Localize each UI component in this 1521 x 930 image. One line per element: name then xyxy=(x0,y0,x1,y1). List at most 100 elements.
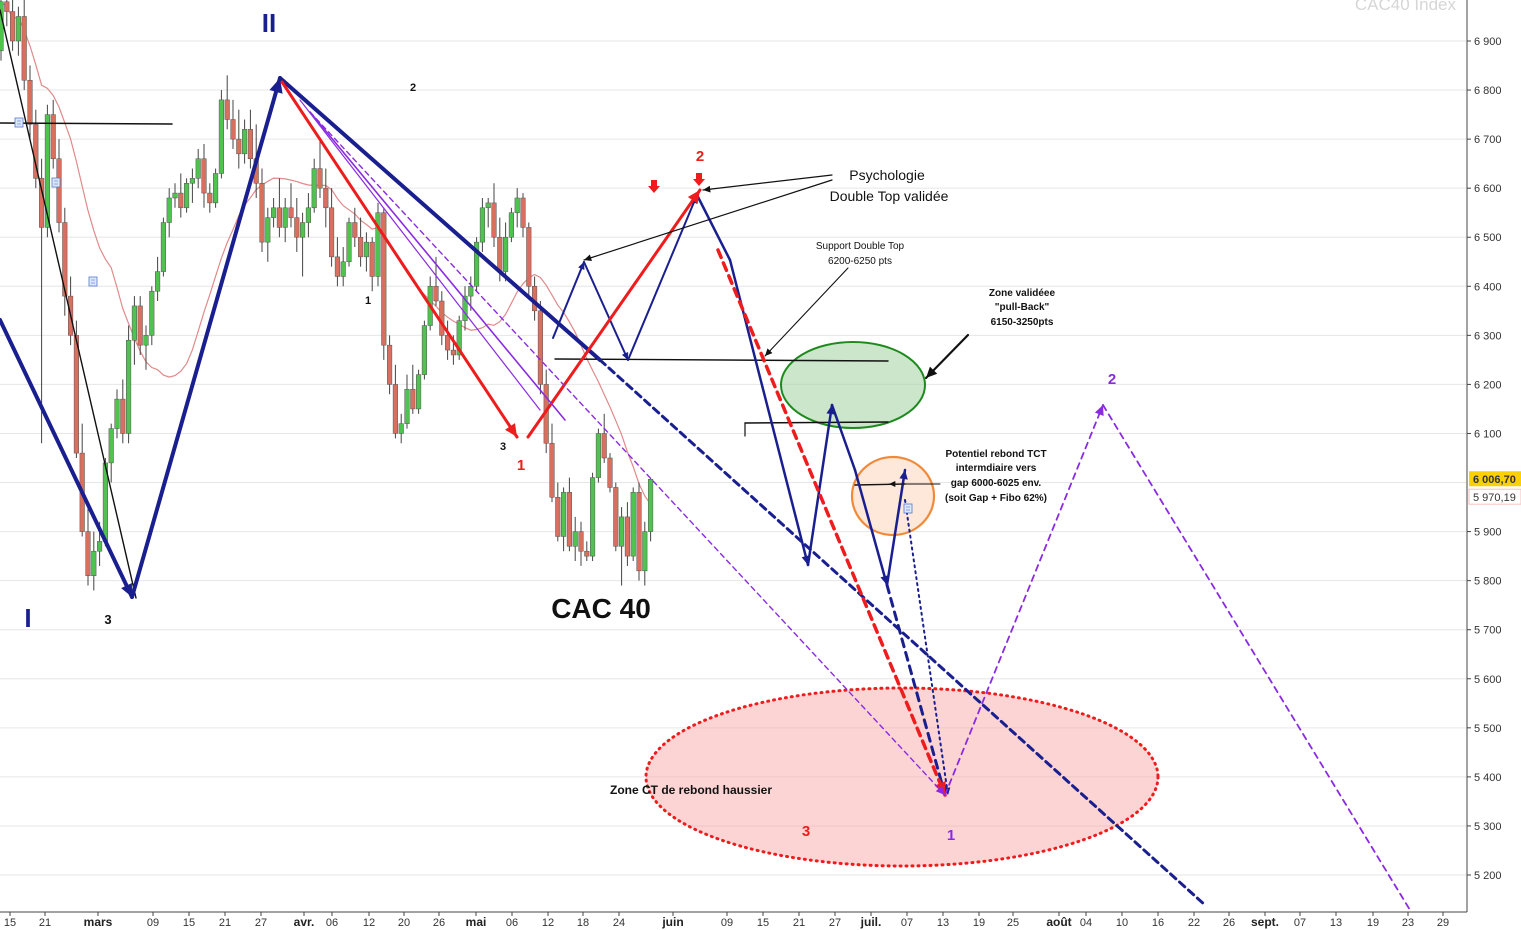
x-tick-label: 26 xyxy=(1223,917,1235,929)
candle-body xyxy=(398,423,404,434)
wave-label-3-black: 3 xyxy=(104,612,111,627)
x-tick-label: 27 xyxy=(829,917,841,929)
candle-body xyxy=(73,335,79,454)
candle-body xyxy=(155,271,161,292)
candle xyxy=(456,315,462,360)
candle xyxy=(363,232,369,272)
candle xyxy=(50,99,56,169)
candle-body xyxy=(352,222,358,238)
wave-label-3-black-small: 3 xyxy=(500,441,506,453)
candle xyxy=(218,90,224,179)
x-tick-label: 12 xyxy=(363,917,375,929)
psych-pointer-1 xyxy=(702,174,833,191)
candle xyxy=(230,99,236,149)
candle-body xyxy=(416,374,422,410)
candle-body xyxy=(566,492,572,547)
x-tick-label: 06 xyxy=(326,917,338,929)
candle-body xyxy=(271,207,277,218)
annotation-zone-ct: Zone CT de rebond haussier xyxy=(610,783,772,797)
candle xyxy=(462,286,468,331)
candle xyxy=(155,256,161,302)
x-month-label: sept. xyxy=(1251,915,1279,929)
candle xyxy=(387,335,393,395)
candle-body xyxy=(456,320,462,356)
candle-body xyxy=(178,192,184,209)
x-tick-label: 13 xyxy=(937,917,949,929)
candle-body xyxy=(247,129,253,159)
y-axis-panel xyxy=(1467,0,1521,930)
x-tick-label: 19 xyxy=(973,917,985,929)
candle-body xyxy=(636,492,642,572)
candle-body xyxy=(259,183,265,243)
x-tick-label: 19 xyxy=(1367,917,1379,929)
annotation-zone-range: 6150-3250pts xyxy=(991,317,1054,328)
blue-zig-8 xyxy=(853,468,889,587)
candle-body xyxy=(62,222,68,297)
candle-body xyxy=(607,457,613,488)
blue-zig-3 xyxy=(627,194,698,361)
potentiel-pointer-head xyxy=(889,481,896,487)
candle-body xyxy=(305,207,311,223)
candle-body xyxy=(317,168,323,189)
chart-title: CAC 40 xyxy=(551,593,651,624)
candle xyxy=(346,217,352,267)
note-icon-body xyxy=(903,503,913,514)
candle-body xyxy=(294,217,300,238)
y-tick-label: 5 700 xyxy=(1474,625,1502,637)
x-tick-label: 09 xyxy=(147,917,159,929)
candle xyxy=(149,286,155,346)
candle xyxy=(404,374,410,429)
purple-projection-up xyxy=(944,404,1104,796)
candle-body xyxy=(276,207,282,228)
candle xyxy=(114,389,120,439)
candle-body xyxy=(195,158,201,179)
candle xyxy=(189,168,195,203)
wave-label-i: I xyxy=(24,603,31,633)
candle-body xyxy=(468,286,474,297)
candle-body xyxy=(450,349,456,356)
psych-pointer-2-head xyxy=(584,254,592,262)
candle xyxy=(27,65,33,140)
last-price-label: 6 006,70 xyxy=(1473,474,1516,486)
candle-body xyxy=(265,217,271,243)
candle-body xyxy=(56,158,62,223)
candle-body xyxy=(381,212,387,346)
candle xyxy=(416,369,422,414)
candle-body xyxy=(108,428,114,464)
candle-body xyxy=(572,531,578,547)
candle xyxy=(4,0,10,27)
note-icon-body xyxy=(88,276,98,287)
candle-body xyxy=(392,384,398,434)
candle xyxy=(329,188,335,267)
candle xyxy=(247,109,253,169)
candle-body xyxy=(439,300,445,336)
purple-projection-up-head xyxy=(1094,405,1104,416)
x-month-label: juil. xyxy=(860,915,882,929)
candle xyxy=(213,168,219,208)
candle-body xyxy=(224,99,230,120)
candle-body xyxy=(601,433,607,459)
candle xyxy=(619,507,625,586)
candle-body xyxy=(369,241,375,277)
blue-zig-6-head xyxy=(826,405,835,415)
resistance-line-left xyxy=(0,122,173,125)
candle xyxy=(242,119,248,164)
candle-body xyxy=(201,158,207,194)
candle-body xyxy=(363,241,369,258)
candle xyxy=(648,477,654,542)
purple-channel-upper xyxy=(309,111,566,421)
blue-zig-9 xyxy=(885,468,907,587)
candle xyxy=(508,207,514,243)
candle-body xyxy=(166,197,172,223)
y-tick-label: 6 400 xyxy=(1474,281,1502,293)
candle-body xyxy=(189,178,195,184)
support-pointer-head xyxy=(765,348,773,356)
candle xyxy=(311,158,317,213)
annotation-potentiel-1: Potentiel rebond TCT xyxy=(945,449,1046,460)
candle xyxy=(421,320,427,380)
x-tick-label: 12 xyxy=(542,917,554,929)
candle xyxy=(572,516,578,562)
wave-red-1-head xyxy=(505,423,517,437)
candle-body xyxy=(590,477,596,557)
note-icon xyxy=(14,117,24,128)
